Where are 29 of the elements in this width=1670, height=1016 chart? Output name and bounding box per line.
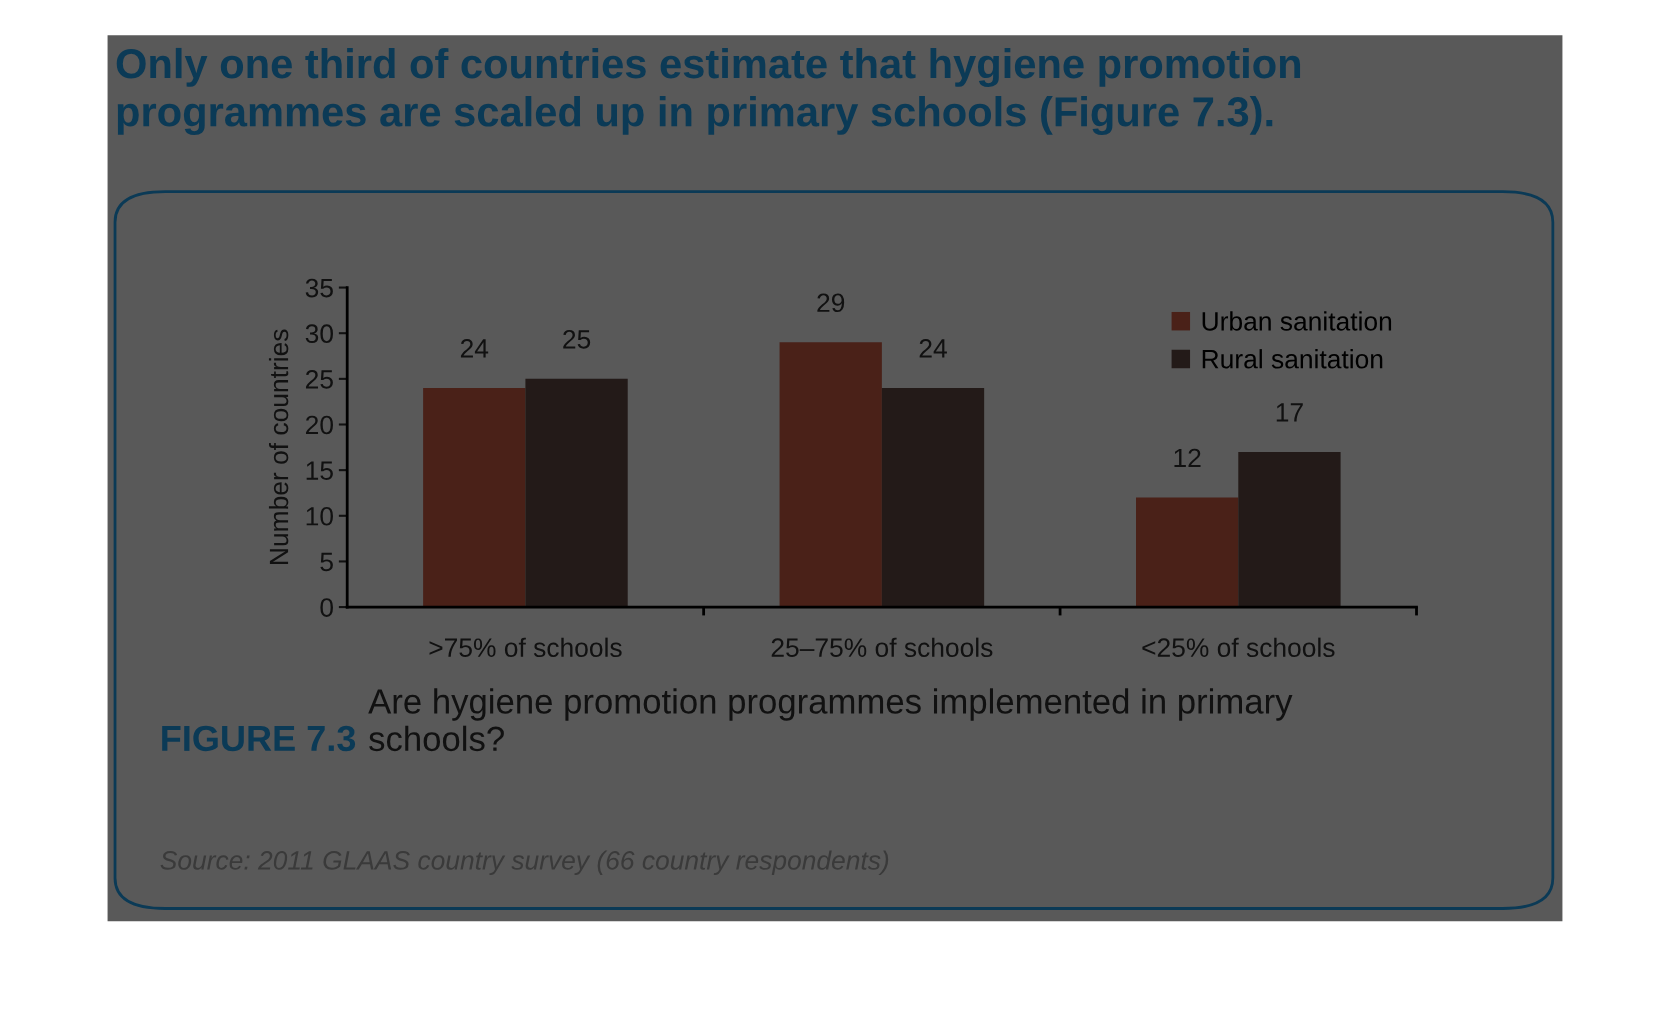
bar	[423, 387, 526, 608]
y-tick-label: 5	[320, 552, 333, 572]
x-tick-label: 25–75% of schools	[771, 637, 993, 658]
bar	[881, 387, 985, 608]
data-label: 12	[1174, 448, 1201, 468]
data-label: 24	[460, 339, 489, 358]
y-tick-label: 30	[305, 324, 333, 344]
chart-title: Only one third of countries estimate that hygiene promotion programmes are scaled up in primary schools (Figure 7.3).	[116, 47, 1301, 136]
y-tick-label: 10	[306, 506, 333, 526]
bar	[1238, 451, 1341, 608]
text: Are hygiene promotion programmes implemented in primary schools?	[368, 688, 1293, 752]
y-axis-title: Number of countries	[268, 329, 289, 564]
legend-label: Urban sanitation	[1202, 311, 1392, 331]
y-tick-label: 35	[305, 278, 333, 298]
data-label: 24	[919, 339, 947, 358]
legend-label: Rural sanitation	[1202, 349, 1383, 369]
bar	[779, 342, 882, 608]
y-tick-label: 20	[305, 415, 333, 435]
x-tick-label: >75% of schools	[429, 637, 622, 658]
data-label: 17	[1276, 403, 1303, 422]
y-tick-label: 25	[305, 369, 333, 389]
bar	[1136, 497, 1239, 608]
y-tick-label: 0	[320, 598, 333, 617]
y-tick-label: 15	[306, 461, 333, 480]
data-label: 25	[563, 329, 591, 349]
caption: FIGURE 7.3	[162, 725, 356, 752]
x-tick-label: <25% of schools	[1142, 637, 1335, 658]
bar	[525, 378, 628, 608]
data-label: 29	[817, 293, 845, 313]
